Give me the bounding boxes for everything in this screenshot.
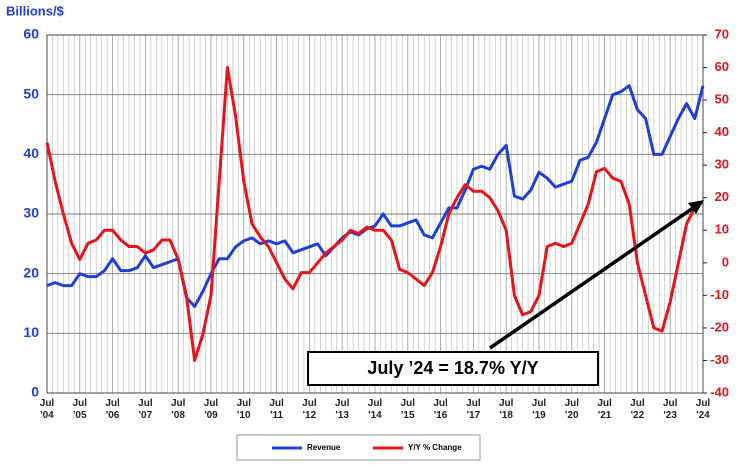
x-tick-label: Jul '08 — [170, 398, 186, 421]
y2-tick-label: 60 — [715, 59, 729, 74]
y-tick-label: 20 — [23, 264, 39, 280]
y2-tick-label: -40 — [710, 384, 729, 399]
annotation-arrow — [489, 204, 697, 350]
y2-tick-label: 20 — [715, 189, 729, 204]
x-tick-label: Jul '12 — [302, 398, 317, 421]
y-tick-label: 30 — [23, 205, 39, 221]
x-tick-label: Jul '19 — [531, 398, 547, 421]
arrow-head — [688, 200, 704, 214]
y2-tick-label: 40 — [715, 124, 729, 139]
y2-tick-label: 30 — [715, 157, 729, 172]
y2-tick-label: 70 — [715, 26, 729, 41]
y-axis-label: Billions/$ — [6, 3, 65, 18]
x-tick-label: Jul '24 — [695, 398, 711, 421]
x-tick-label: Jul '17 — [466, 398, 481, 421]
x-tick-label: Jul '15 — [400, 398, 416, 421]
x-tick-label: Jul '23 — [662, 398, 678, 421]
x-tick-label: Jul '18 — [498, 398, 514, 421]
y-tick-label: 40 — [23, 145, 39, 161]
plot-frame — [46, 34, 704, 394]
series-line — [45, 66, 704, 362]
y-tick-label: 10 — [23, 324, 39, 340]
x-tick-label: Jul '05 — [72, 398, 88, 421]
y-tick-label: 50 — [23, 85, 39, 101]
y2-tick-label: -20 — [710, 319, 729, 334]
legend-label: Y/Y % Change — [408, 443, 462, 452]
y2-tick-label: -10 — [710, 287, 729, 302]
x-tick-label: Jul '07 — [138, 398, 153, 421]
series-line — [46, 84, 705, 308]
x-tick-label: Jul '09 — [203, 398, 219, 421]
y2-tick-label: 0 — [722, 254, 729, 269]
x-tick-label: Jul '10 — [236, 398, 252, 421]
y2-tick-label: 10 — [715, 222, 729, 237]
y-tick-label: 0 — [31, 384, 39, 400]
x-tick-label: Jul '04 — [39, 398, 55, 421]
annotation-box — [307, 351, 599, 386]
legend-label: Revenue — [307, 443, 341, 452]
y2-tick-label: 50 — [715, 92, 729, 107]
x-tick-label: Jul '20 — [564, 398, 580, 421]
annotation-text: July ’24 = 18.7% Y/Y — [367, 358, 538, 378]
x-tick-label: Jul '06 — [105, 398, 120, 421]
x-tick-label: Jul '11 — [269, 398, 284, 421]
x-tick-label: Jul '21 — [597, 398, 612, 421]
x-tick-label: Jul '13 — [334, 398, 350, 421]
y2-tick-label: -30 — [710, 352, 729, 367]
y-tick-label: 60 — [23, 26, 39, 42]
x-tick-label: Jul '14 — [367, 398, 383, 421]
x-tick-label: Jul '22 — [630, 398, 645, 421]
x-tick-label: Jul '16 — [433, 398, 448, 421]
